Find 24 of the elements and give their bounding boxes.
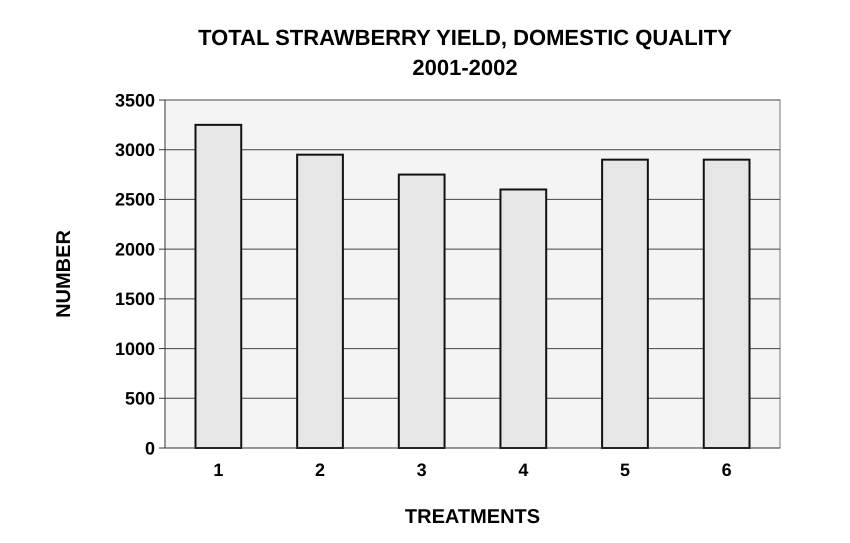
chart-subtitle: 2001-2002: [412, 55, 518, 80]
x-tick-label: 6: [722, 460, 732, 480]
y-tick-label: 500: [124, 388, 155, 409]
y-tick-label: 3500: [114, 90, 155, 110]
x-tick-label: 5: [620, 460, 630, 480]
y-tick-label: 2500: [114, 190, 155, 210]
x-tick-label: 4: [518, 460, 528, 480]
y-tick-label: 2000: [114, 239, 155, 260]
bar: [499, 188, 548, 449]
y-tick-label: 3000: [114, 140, 155, 160]
chart-title: TOTAL STRAWBERRY YIELD, DOMESTIC QUALITY: [198, 25, 732, 50]
bar: [398, 174, 446, 449]
x-tick-label: 1: [213, 460, 224, 480]
bar: [194, 124, 242, 449]
bar: [702, 158, 751, 449]
y-tick-label: 0: [144, 438, 155, 458]
y-tick-label: 1000: [114, 338, 155, 359]
x-tick-label: 2: [315, 460, 326, 480]
y-axis-title: NUMBER: [53, 230, 75, 318]
bar: [601, 158, 649, 449]
y-tick-label: 1500: [114, 289, 155, 310]
x-axis-title: TREATMENTS: [404, 506, 540, 528]
bar: [296, 154, 344, 449]
x-tick-label: 3: [416, 460, 427, 480]
